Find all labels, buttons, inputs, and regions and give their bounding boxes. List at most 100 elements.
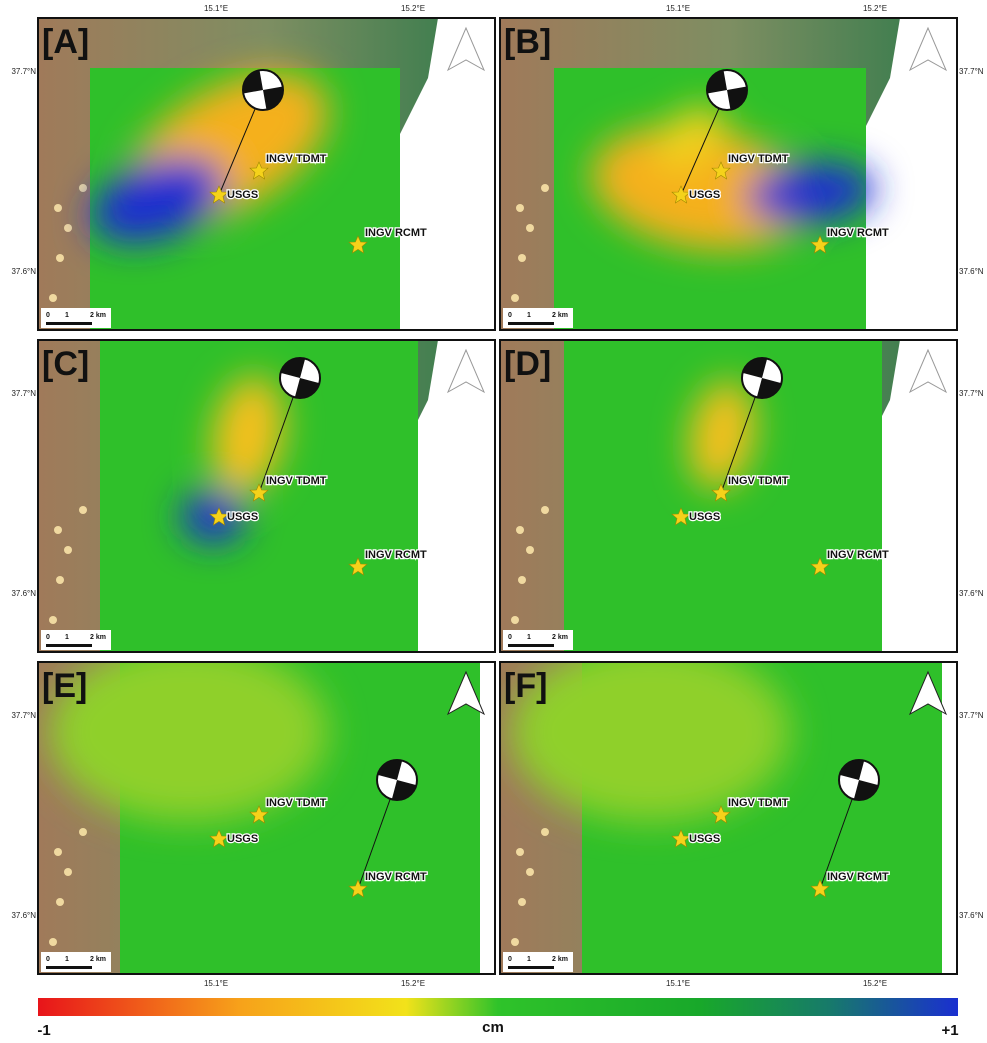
- station-label: INGV TDMT: [266, 475, 327, 487]
- scale-bar-label: 1: [65, 312, 69, 319]
- latitude-tick: 37.6°N: [11, 911, 36, 920]
- map-panel: [F] INGV TDMT USGS INGV RCMT 0 1 2 km 37.7°N 37.…: [500, 642, 984, 988]
- latitude-tick: 37.7°N: [959, 711, 984, 720]
- latitude-tick: 37.6°N: [959, 267, 984, 276]
- scale-bar-label: 2 km: [90, 956, 106, 963]
- panel-content: [38, 340, 495, 652]
- scale-bar-label: 2 km: [552, 956, 568, 963]
- panel-label: [E]: [42, 667, 87, 705]
- lava-patch: [56, 898, 64, 906]
- scale-bar-label: 0: [46, 634, 50, 641]
- lava-patch: [526, 546, 534, 554]
- lava-patch: [56, 254, 64, 262]
- station-label: INGV TDMT: [728, 475, 789, 487]
- lava-patch: [79, 828, 87, 836]
- station-label: INGV TDMT: [266, 153, 327, 165]
- latitude-tick: 37.7°N: [11, 711, 36, 720]
- longitude-tick: 15.1°E: [666, 979, 690, 988]
- latitude-tick: 37.6°N: [11, 589, 36, 598]
- scale-bar-label: 0: [46, 312, 50, 319]
- scale-bar: [46, 322, 92, 325]
- scale-bar: [46, 644, 92, 647]
- map-panel: [B] INGV TDMT USGS INGV RCMT 0 1 2 km 37.7°N 37.…: [500, 4, 984, 330]
- panel-content: [500, 18, 957, 330]
- scale-bar-label: 0: [508, 312, 512, 319]
- station-label: INGV TDMT: [266, 797, 327, 809]
- lava-patch: [54, 204, 62, 212]
- longitude-tick: 15.1°E: [204, 4, 228, 13]
- lava-patch: [516, 848, 524, 856]
- colorbar-max: +1: [941, 1022, 958, 1038]
- longitude-tick: 15.1°E: [666, 4, 690, 13]
- field-blobs: [510, 642, 790, 822]
- lava-patch: [541, 184, 549, 192]
- figure: -1 cm +1 [A]INGV TDMTUSGSINGV RCMT012 km…: [0, 0, 987, 1038]
- lava-patch: [49, 616, 57, 624]
- lava-patch: [54, 848, 62, 856]
- scale-bar: [508, 322, 554, 325]
- station-label: USGS: [227, 511, 258, 523]
- scale-bar-label: 1: [65, 956, 69, 963]
- lava-patch: [79, 184, 87, 192]
- latitude-tick: 37.7°N: [959, 67, 984, 76]
- station-label: USGS: [227, 833, 258, 845]
- scale-bar: [508, 644, 554, 647]
- scale-bar-label: 2 km: [552, 312, 568, 319]
- field-blobs: [48, 642, 328, 822]
- scale-bar-label: 2 km: [90, 312, 106, 319]
- station-label: INGV RCMT: [365, 871, 427, 883]
- station-label: INGV TDMT: [728, 153, 789, 165]
- lava-patch: [56, 576, 64, 584]
- station-label: USGS: [689, 189, 720, 201]
- latitude-tick: 37.7°N: [11, 67, 36, 76]
- colorbar-min: -1: [37, 1022, 50, 1038]
- lava-patch: [54, 526, 62, 534]
- lava-patch: [516, 526, 524, 534]
- lava-patch: [518, 576, 526, 584]
- latitude-tick: 37.7°N: [11, 389, 36, 398]
- latitude-tick: 37.6°N: [959, 911, 984, 920]
- latitude-tick: 37.6°N: [959, 589, 984, 598]
- panel-label: [C]: [42, 345, 89, 383]
- longitude-tick: 15.1°E: [204, 979, 228, 988]
- lava-patch: [518, 898, 526, 906]
- station-label: USGS: [689, 511, 720, 523]
- lava-patch: [526, 868, 534, 876]
- scale-bar-label: 0: [508, 956, 512, 963]
- station-label: INGV TDMT: [728, 797, 789, 809]
- panel-content: [500, 340, 957, 652]
- station-label: USGS: [689, 833, 720, 845]
- station-label: INGV RCMT: [365, 227, 427, 239]
- panel-label: [B]: [504, 23, 551, 61]
- field-blob: [48, 642, 328, 822]
- panel-label: [A]: [42, 23, 89, 61]
- latitude-tick: 37.6°N: [11, 267, 36, 276]
- panel-label: [D]: [504, 345, 551, 383]
- colorbar: [38, 998, 958, 1016]
- station-label: INGV RCMT: [365, 549, 427, 561]
- station-label: INGV RCMT: [827, 549, 889, 561]
- longitude-tick: 15.2°E: [401, 4, 425, 13]
- station-label: INGV RCMT: [827, 227, 889, 239]
- panel-content: [38, 18, 495, 330]
- scale-bar-label: 1: [65, 634, 69, 641]
- longitude-tick: 15.2°E: [863, 4, 887, 13]
- lava-patch: [64, 546, 72, 554]
- scale-bar-label: 1: [527, 312, 531, 319]
- scale-bar-label: 2 km: [552, 634, 568, 641]
- station-label: INGV RCMT: [827, 871, 889, 883]
- scale-bar-label: 1: [527, 956, 531, 963]
- lava-patch: [511, 938, 519, 946]
- lava-patch: [79, 506, 87, 514]
- panel-label: [F]: [504, 667, 547, 705]
- lava-patch: [49, 294, 57, 302]
- longitude-tick: 15.2°E: [401, 979, 425, 988]
- lava-patch: [511, 294, 519, 302]
- lava-patch: [541, 828, 549, 836]
- field-blob: [510, 642, 790, 822]
- lava-patch: [64, 868, 72, 876]
- latitude-tick: 37.7°N: [959, 389, 984, 398]
